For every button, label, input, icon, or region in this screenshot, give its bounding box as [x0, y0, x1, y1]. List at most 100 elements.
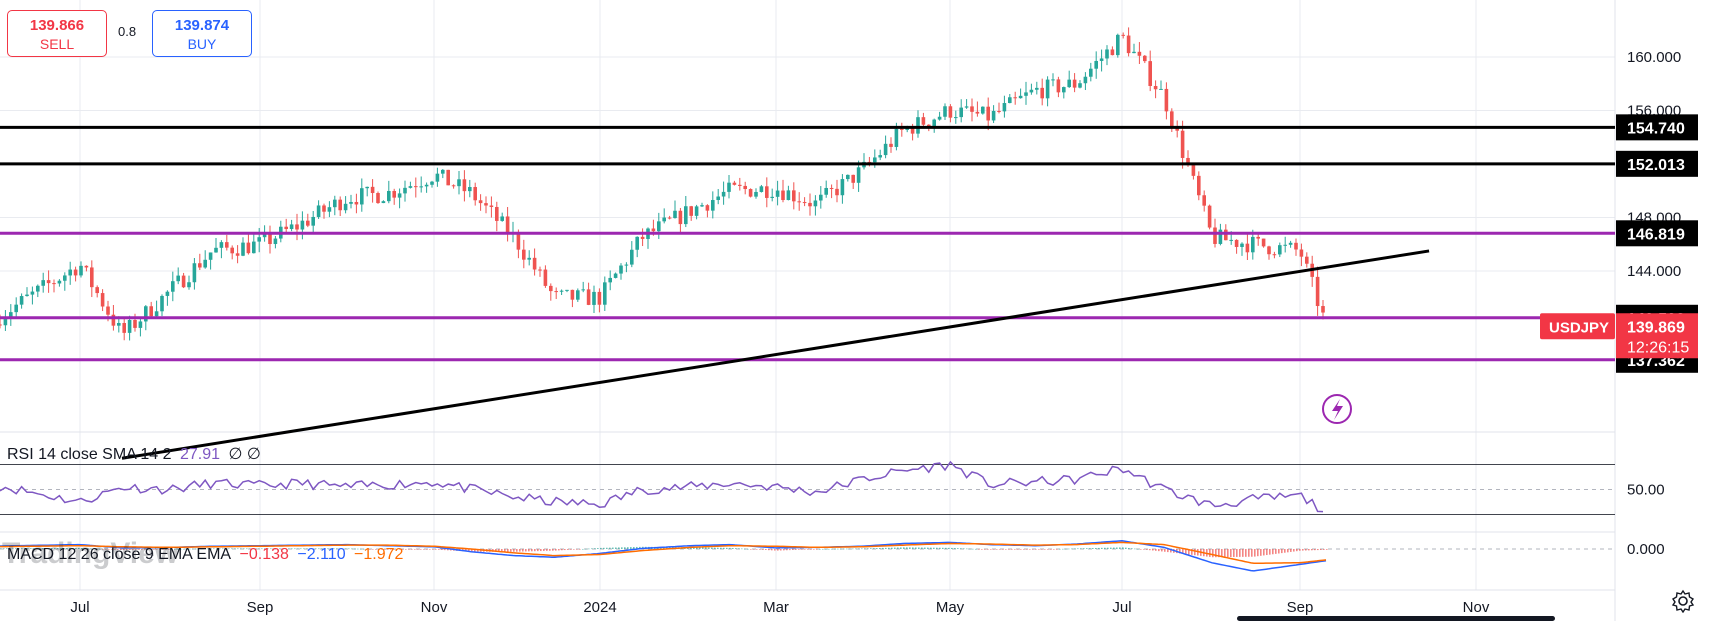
macd-hist-bar	[786, 549, 788, 551]
candle-body	[349, 201, 353, 204]
candle-body	[295, 224, 299, 230]
macd-hist-bar	[846, 548, 848, 550]
rsi-legend[interactable]: RSI 14 close SMA 14 2 27.91 ∅ ∅	[7, 444, 265, 464]
candle-body	[1299, 249, 1304, 257]
candles	[0, 27, 1325, 341]
candle-body	[160, 295, 164, 312]
macd-hist-bar	[1095, 547, 1097, 549]
macd-hist-bar	[804, 549, 806, 550]
macd-hist-bar	[918, 547, 920, 549]
candle-body	[484, 203, 488, 206]
macd-hist-bar	[426, 549, 428, 550]
candle-body	[900, 128, 904, 130]
candle-body	[473, 187, 477, 201]
macd-hist-bar	[408, 549, 410, 550]
macd-hist-bar	[285, 548, 287, 550]
rsi-legend-value: 27.91	[179, 446, 221, 463]
macd-hist-bar	[783, 549, 785, 551]
macd-hist-bar	[1083, 548, 1085, 549]
candle-body	[36, 285, 40, 292]
candle-body	[273, 238, 278, 245]
macd-hist-bar	[315, 548, 317, 550]
candle-body	[603, 282, 607, 305]
buy-button[interactable]: 139.874 BUY	[152, 10, 252, 57]
macd-hist-bar	[741, 548, 743, 550]
macd-hist-bar	[849, 548, 851, 550]
candle-body	[1105, 49, 1109, 59]
macd-hist-bar	[828, 548, 830, 550]
macd-hist-bar	[633, 547, 635, 549]
macd-hist-bar	[663, 547, 665, 549]
candle-body	[959, 107, 963, 118]
macd-hist-bar	[882, 547, 884, 549]
macd-hist-bar	[1107, 547, 1109, 549]
candle-body	[781, 190, 785, 201]
macd-hist-bar	[870, 548, 872, 549]
macd-hist-bar	[975, 548, 977, 550]
macd-hist-bar	[579, 549, 581, 550]
candle-body	[311, 216, 315, 226]
macd-hist-bar	[72, 547, 74, 549]
macd-hist-bar	[1254, 549, 1256, 557]
macd-hist-bar	[291, 548, 293, 550]
sell-button[interactable]: 139.866 SELL	[7, 10, 107, 57]
macd-hist-bar	[588, 548, 590, 550]
candle-body	[910, 127, 915, 134]
macd-hist-bar	[1251, 549, 1253, 557]
macd-hist-bar	[369, 549, 371, 550]
candle-body	[181, 275, 186, 288]
macd-hist-bar	[639, 546, 641, 549]
macd-legend[interactable]: MACD 12 26 close 9 EMA EMA −0.138 −2.110…	[7, 546, 407, 564]
candle-body	[592, 291, 596, 305]
price-level-label: 154.740	[1627, 120, 1685, 137]
macd-hist-bar	[138, 549, 140, 550]
macd-hist-bar	[378, 549, 380, 550]
macd-hist-bar	[1008, 549, 1010, 550]
candle-body	[970, 106, 974, 112]
candle-body	[829, 187, 834, 189]
candle-body	[154, 311, 159, 317]
candle-body	[1175, 127, 1179, 131]
macd-hist-bar	[834, 548, 836, 550]
candle-body	[441, 169, 445, 174]
macd-hist-bar	[1041, 549, 1043, 550]
macd-hist-bar	[0, 548, 2, 549]
macd-hist-bar	[183, 548, 185, 550]
macd-hist-bar	[984, 549, 986, 550]
candle-body	[25, 294, 29, 297]
time-axis-tick: Jul	[70, 599, 89, 616]
candle-body	[435, 173, 440, 182]
macd-hist-bar	[201, 548, 203, 550]
date-scroll-bar[interactable]	[1237, 616, 1555, 621]
candle-body	[856, 167, 861, 183]
candle-body	[1315, 276, 1320, 307]
candle-body	[543, 269, 548, 286]
macd-hist-bar	[795, 549, 797, 550]
macd-hist-bar	[546, 549, 548, 551]
candle-body	[802, 202, 807, 204]
macd-hist-bar	[1302, 549, 1304, 551]
last-price-label-bg	[1616, 313, 1698, 359]
macd-hist-bar	[630, 547, 632, 549]
macd-hist-bar	[711, 547, 713, 549]
macd-hist-bar	[1158, 549, 1160, 552]
macd-hist-bar	[1287, 549, 1289, 553]
macd-hist-bar	[1167, 549, 1169, 553]
macd-hist-bar	[957, 548, 959, 549]
macd-hist-bar	[51, 548, 53, 549]
candle-body	[630, 249, 634, 265]
candle-body	[840, 179, 845, 196]
macd-hist-bar	[819, 548, 821, 550]
macd-hist-bar	[1161, 549, 1163, 552]
macd-hist-bar	[1050, 549, 1052, 550]
gear-icon[interactable]	[1671, 589, 1695, 613]
macd-hist-bar	[1266, 549, 1268, 556]
macd-hist-bar	[798, 549, 800, 550]
macd-hist-bar	[1317, 549, 1319, 551]
macd-hist-bar	[705, 547, 707, 549]
macd-legend-signal: −1.972	[354, 546, 404, 563]
macd-hist-bar	[432, 549, 434, 550]
candle-body	[932, 119, 936, 127]
